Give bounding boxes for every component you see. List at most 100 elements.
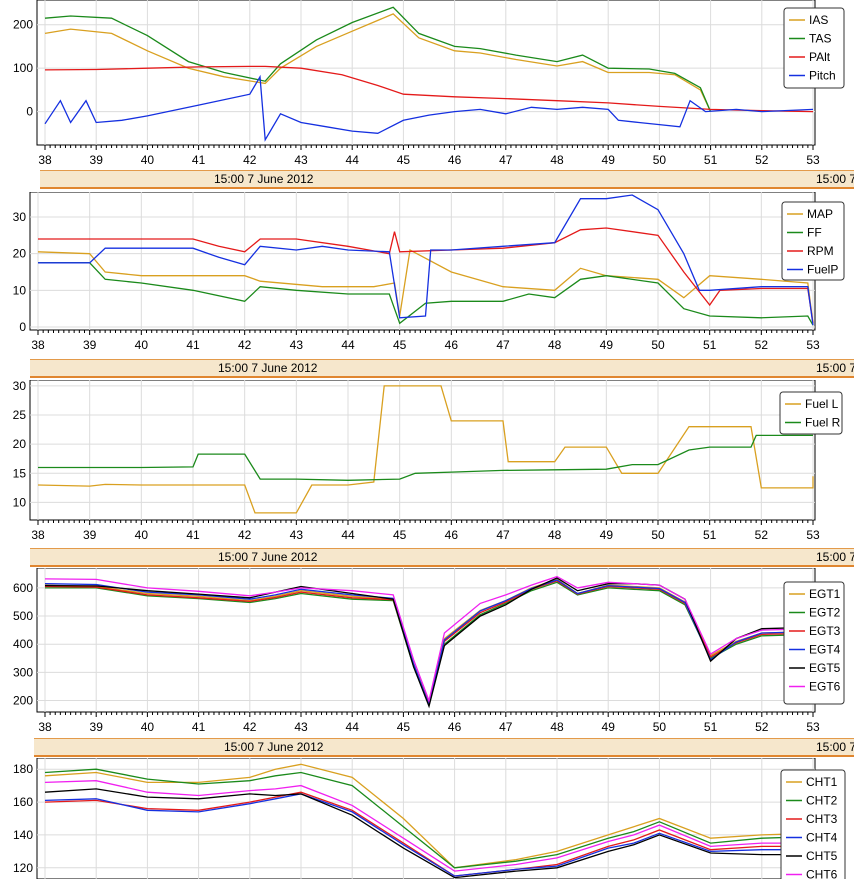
cht-chart: 1201401601803839404142434445464748495051… [13,758,846,879]
x-tick-label: 49 [602,153,616,167]
legend-label: RPM [807,244,834,258]
x-tick-label: 41 [186,528,200,542]
x-tick-label: 40 [135,528,149,542]
x-tick-label: 39 [90,720,104,734]
series-line-cht1 [44,763,814,869]
legend-label: IAS [809,13,828,27]
x-tick-label: 43 [290,338,304,352]
x-tick-label: 49 [600,338,614,352]
legend: CHT1 CHT2 CHT3 CHT4 CHT5 CHT6 [780,769,846,879]
x-tick-label: 48 [550,720,564,734]
legend-label: CHT5 [806,849,838,863]
x-tick-label: 41 [186,338,200,352]
legend-box [779,391,843,435]
y-tick-label: 20 [13,247,27,261]
series-line-ff [38,262,814,326]
series-line-pitch [44,74,814,142]
x-tick-label: 38 [31,528,45,542]
series-line-egt4 [44,579,814,708]
x-tick-label: 52 [755,153,769,167]
x-tick-label: 42 [243,153,257,167]
time-axis-label-right: 15:00 7 [816,550,854,564]
legend: Fuel L Fuel R [779,391,843,435]
x-tick-label: 47 [499,153,513,167]
plot-area [36,0,816,146]
x-tick-label: 51 [704,720,718,734]
time-axis-bar: 15:00 7 June 2012 15:00 7 [40,170,854,189]
egt-chart: 200 300 400 500 600 38 39 40 41 42 43 44 45 46 47 48 49 5… [13,568,845,734]
series-line-cht3 [44,791,813,877]
x-tick-label: 42 [238,528,252,542]
legend-box [783,7,845,89]
series-line-map [37,248,814,324]
x-tick-label: 39 [90,153,104,167]
x-tick-label: 42 [238,338,252,352]
y-tick-label: 0 [26,105,33,119]
x-tick-label: 40 [135,338,149,352]
egt-panel: 200 300 400 500 600 38 39 40 41 42 43 44 45 46 47 48 49 5… [0,568,854,758]
legend: EGT1 EGT2 EGT3 EGT4 EGT5 EGT6 [783,581,845,705]
fuel-quantity-panel: 10 15 20 25 30 38 39 40 41 42 43 44 45 46 47 48 49 50 51 52… [0,380,854,568]
x-tick-label: 43 [294,720,308,734]
x-tick-label: 40 [141,153,155,167]
y-tick-label: 200 [13,694,33,708]
time-axis-bar: 15:00 7 June 2012 15:00 7 [30,359,854,378]
time-axis-label-right: 15:00 7 [816,361,854,375]
plot-area [29,192,816,331]
series-line-cht6 [44,780,813,872]
x-tick-label: 42 [243,720,257,734]
time-axis-label-right: 15:00 7 [816,740,854,754]
legend: IAS TAS PAlt Pitch [783,7,845,89]
x-tick-label: 47 [496,528,510,542]
airspeed-altitude-chart: 0 100 200 38 39 40 41 42 43 44 45 46 47 48 49 50 51 52 53 I… [13,0,845,167]
legend-label: Pitch [809,69,836,83]
y-tick-label: 100 [13,61,33,75]
x-tick-label: 48 [548,528,562,542]
x-tick-label: 52 [755,338,769,352]
y-tick-label: 160 [13,795,33,809]
y-tick-label: 30 [13,380,27,393]
x-tick-label: 39 [83,528,97,542]
x-tick-label: 38 [31,338,45,352]
y-tick-label: 30 [13,210,27,224]
x-tick-label: 45 [397,153,411,167]
series-line-rpm [38,227,814,324]
x-tick-label: 45 [393,528,407,542]
x-tick-label: 44 [346,153,360,167]
series-line-fuel-r [38,434,813,481]
legend-label: FuelP [807,263,838,277]
legend-label: EGT3 [809,624,841,638]
x-tick-label: 53 [806,153,820,167]
fuel-quantity-chart: 10 15 20 25 30 38 39 40 41 42 43 44 45 46 47 48 49 50 51 52… [13,380,843,542]
x-tick-label: 53 [806,528,820,542]
legend-label: CHT6 [806,868,838,879]
x-tick-label: 43 [290,528,304,542]
y-tick-label: 180 [13,762,33,776]
x-tick-label: 49 [602,720,616,734]
legend-label: EGT1 [809,587,841,601]
x-tick-label: 45 [393,338,407,352]
y-tick-label: 0 [19,320,26,334]
x-tick-label: 44 [341,528,355,542]
x-tick-label: 51 [704,153,718,167]
time-axis-bar: 15:00 7 June 2012 15:00 7 [34,738,854,757]
x-tick-label: 47 [496,338,510,352]
y-tick-label: 300 [13,665,33,679]
engine-power-panel: 0 10 20 30 38 39 40 41 42 43 44 45 46 47 48 49 50 51 52 53 M… [0,192,854,380]
x-tick-label: 44 [341,338,355,352]
y-tick-label: 10 [13,495,27,509]
y-tick-label: 500 [13,609,33,623]
series-line-cht2 [44,768,814,869]
legend-box [781,201,845,281]
legend-label: TAS [809,32,831,46]
time-axis-label: 15:00 7 June 2012 [224,740,324,754]
x-tick-label: 50 [653,153,667,167]
plot-area [36,568,816,713]
x-tick-label: 46 [448,720,462,734]
legend-label: EGT4 [809,643,841,657]
cht-panel: 1201401601803839404142434445464748495051… [0,758,854,879]
x-tick-label: 50 [653,720,667,734]
x-tick-label: 40 [141,720,155,734]
legend-label: MAP [807,207,833,221]
